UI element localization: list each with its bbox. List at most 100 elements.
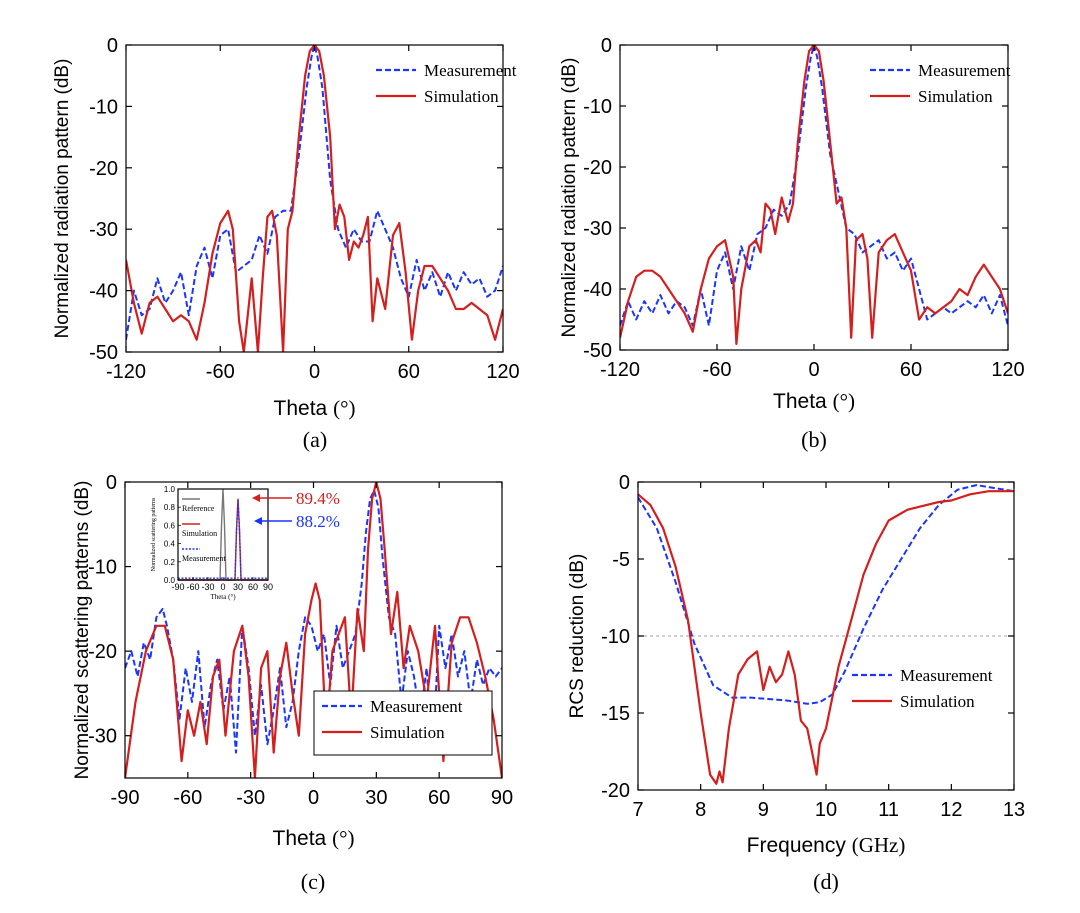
x-tick-label: 90: [491, 787, 513, 809]
inset-x-tick-label: 30: [233, 582, 243, 592]
legend-label-simulation: Simulation: [424, 87, 499, 106]
legend-box: [313, 690, 493, 756]
panel-caption: (b): [801, 427, 827, 452]
annotation-arrowhead: [254, 517, 262, 525]
inset-x-label: Theta (°): [210, 593, 236, 601]
y-tick-label: -15: [601, 703, 630, 725]
inset-y-tick-label: 0.0: [164, 576, 176, 585]
y-tick-label: -30: [88, 726, 117, 748]
y-tick-label: -20: [89, 158, 118, 180]
x-tick-label: 13: [1003, 799, 1025, 821]
panel-d: 7 8 9 10 11 12 13 0 -5 -10 -15 -20 Frequency (GHz) RC…: [567, 472, 1025, 894]
y-tick-label: -40: [583, 279, 612, 301]
panel-caption: (d): [813, 869, 839, 894]
x-tick-label: -60: [206, 361, 235, 383]
panel-caption: (a): [303, 427, 327, 452]
x-tick-label: 12: [940, 799, 962, 821]
x-tick-label: 120: [486, 361, 519, 383]
annotation-label: 89.4%: [296, 489, 340, 508]
y-tick-label: -30: [89, 219, 118, 241]
inset-x-tick-label: -90: [171, 582, 184, 592]
inset-x-tick-label: -60: [186, 582, 199, 592]
inset-chart: -90 -60 -30 0 30 60 90 0.0 0.2 0.4 0.6 0.8 1.0 Theta …: [151, 485, 340, 601]
inset-x-tick-label: 60: [248, 582, 258, 592]
x-tick-label: 11: [878, 799, 899, 821]
y-tick-label: -50: [89, 342, 118, 364]
inset-y-tick-label: 0.2: [164, 558, 176, 567]
inset-y-tick-label: 1.0: [164, 485, 176, 494]
x-tick-label: -60: [173, 787, 202, 809]
x-tick-label: 120: [991, 359, 1024, 381]
inset-legend-label-simulation: Simulation: [182, 529, 217, 538]
x-tick-label: 60: [398, 361, 420, 383]
y-tick-label: -20: [601, 780, 630, 802]
annotation-arrowhead: [252, 494, 260, 502]
y-tick-label: -50: [583, 340, 612, 362]
x-axis-label: Frequency (GHz): [747, 833, 906, 857]
x-tick-label: -30: [236, 787, 265, 809]
x-tick-label: -120: [106, 361, 146, 383]
inset-y-tick-label: 0.8: [164, 503, 176, 512]
series-line-simulation: [126, 45, 503, 352]
x-tick-label: 60: [428, 787, 450, 809]
inset-y-label: Normalized scattering patterns: [151, 497, 157, 571]
inset-x-tick-label: -30: [201, 582, 214, 592]
x-tick-label: 0: [308, 787, 319, 809]
y-tick-label: -20: [88, 641, 117, 663]
y-tick-label: 0: [619, 472, 630, 494]
panel-b: -120 -60 0 60 120 0 -10 -20 -30 -40 -50 Theta (°) No…: [559, 35, 1025, 452]
x-tick-label: 0: [808, 359, 819, 381]
panel-caption: (c): [301, 869, 325, 894]
x-tick-label: -120: [600, 359, 640, 381]
inset-y-tick-label: 0.6: [164, 521, 176, 530]
y-tick-label: -10: [89, 96, 118, 118]
legend-label-simulation: Simulation: [918, 87, 993, 106]
legend-label-simulation: Simulation: [370, 723, 445, 742]
inset-line-measurement: [178, 499, 268, 579]
x-tick-label: -60: [703, 359, 732, 381]
y-tick-label: -10: [601, 626, 630, 648]
legend-label-simulation: Simulation: [900, 692, 975, 711]
y-tick-label: -40: [89, 281, 118, 303]
y-axis-label: RCS reduction (dB): [567, 554, 588, 719]
x-tick-label: 9: [758, 799, 769, 821]
y-tick-label: -20: [583, 157, 612, 179]
inset-x-tick-label: 90: [263, 582, 273, 592]
panel-a: -120 -60 0 60 120 0 -10 -20 -30 -40 -50 Theta (°) No…: [52, 35, 520, 452]
x-tick-label: 7: [632, 799, 643, 821]
x-tick-label: -90: [111, 787, 140, 809]
legend-label-measurement: Measurement: [370, 697, 463, 716]
series-line-simulation: [620, 45, 1008, 345]
x-axis-label: Theta (°): [274, 396, 356, 420]
x-axis-label: Theta (°): [773, 389, 855, 413]
y-tick-label: 0: [107, 35, 118, 57]
series-line-measurement: [638, 484, 1014, 705]
y-axis-label: Normalized radiation pattern (dB): [52, 59, 73, 339]
y-tick-label: -30: [583, 218, 612, 240]
y-axis-label: Normalized radiation pattern (dB): [559, 58, 580, 338]
series-line-simulation: [638, 490, 1014, 785]
x-tick-label: 8: [695, 799, 706, 821]
inset-legend-label-reference: Reference: [182, 504, 215, 513]
legend-label-measurement: Measurement: [424, 61, 517, 80]
legend-label-measurement: Measurement: [918, 61, 1011, 80]
legend-label-measurement: Measurement: [900, 666, 993, 685]
annotation-label: 88.2%: [296, 512, 340, 531]
x-tick-label: 30: [365, 787, 387, 809]
y-tick-label: 0: [601, 35, 612, 57]
inset-x-tick-label: 0: [220, 582, 225, 592]
x-tick-label: 60: [900, 359, 922, 381]
x-tick-label: 10: [815, 799, 837, 821]
series-line-measurement: [126, 45, 503, 340]
y-tick-label: 0: [106, 472, 117, 494]
x-axis-label: Theta (°): [273, 826, 355, 850]
inset-legend-label-measurement: Measurement: [182, 554, 226, 563]
y-tick-label: -5: [612, 549, 630, 571]
y-axis-label: Normalized scattering patterns (dB): [72, 481, 93, 780]
y-tick-label: -10: [583, 96, 612, 118]
x-tick-label: 0: [309, 361, 320, 383]
inset-y-tick-label: 0.4: [164, 540, 176, 549]
y-tick-label: -10: [88, 557, 117, 579]
